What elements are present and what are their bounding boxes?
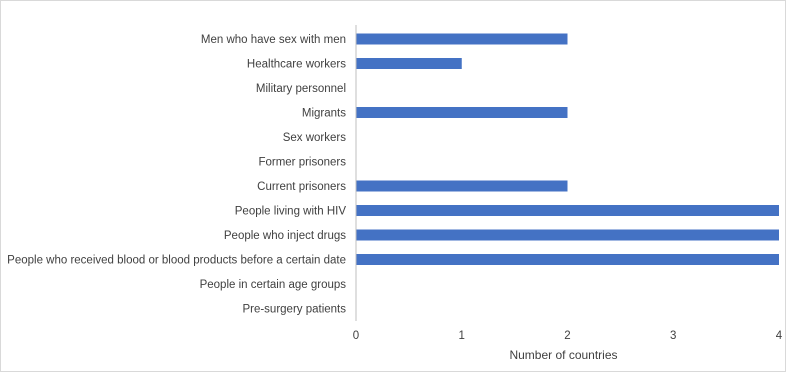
bar xyxy=(356,229,779,241)
category-label: Military personnel xyxy=(256,83,346,95)
x-tick-label: 3 xyxy=(670,330,676,342)
x-tick-label: 0 xyxy=(353,330,359,342)
x-tick-label: 1 xyxy=(459,330,465,342)
x-tick-labels: 0 1 2 3 4 xyxy=(353,330,783,342)
bar xyxy=(356,58,462,69)
category-label: Migrants xyxy=(302,108,346,120)
category-labels: Men who have sex with men Healthcare work… xyxy=(7,34,346,316)
category-label: People who inject drugs xyxy=(224,230,346,242)
x-tick-label: 2 xyxy=(564,330,570,342)
category-label: People living with HIV xyxy=(235,206,347,218)
bar xyxy=(356,107,568,118)
bars-group xyxy=(356,33,779,265)
bar xyxy=(356,205,779,216)
category-label: People who received blood or blood produ… xyxy=(7,255,346,267)
bar xyxy=(356,180,568,192)
category-label: People in certain age groups xyxy=(200,279,347,291)
x-axis-label: Number of countries xyxy=(509,348,617,362)
bar xyxy=(356,254,779,265)
bar xyxy=(356,33,568,45)
category-label: Healthcare workers xyxy=(247,59,346,71)
category-label: Pre-surgery patients xyxy=(242,304,346,316)
x-tick-label: 4 xyxy=(776,330,783,342)
category-label: Men who have sex with men xyxy=(201,34,346,46)
category-label: Former prisoners xyxy=(258,157,346,169)
category-label: Current prisoners xyxy=(257,181,346,193)
category-label: Sex workers xyxy=(283,132,347,144)
